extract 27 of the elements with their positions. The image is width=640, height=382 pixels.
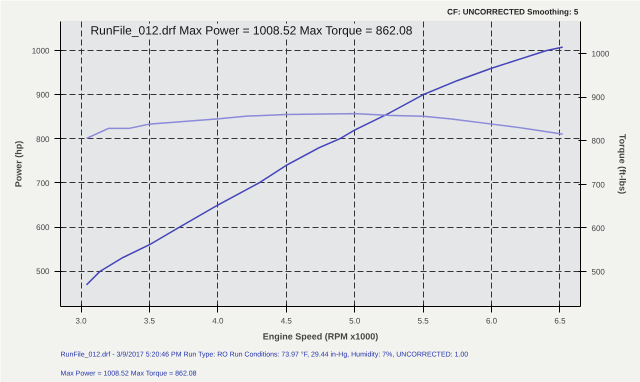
y2-tick-label: 1000: [592, 49, 610, 58]
x-tick-label: 3.5: [144, 316, 156, 326]
y-tick-label: 1000: [32, 46, 50, 56]
y-tick-label: 500: [36, 267, 50, 276]
y2-tick-label: 600: [592, 224, 606, 233]
y2-tick-label: 500: [592, 268, 606, 277]
y-axis-title: Power (hp): [14, 140, 24, 188]
text: CF: UNCORRECTED Smoothing: 5: [447, 8, 579, 16]
x-axis-title: Engine Speed (RPM x1000): [262, 332, 378, 342]
annotation: RunFile_012.drf Max Power = 1008.52 Max Torque = 862.08: [90, 24, 413, 38]
line-series: [86, 112, 564, 140]
y2-tick-label: 800: [592, 136, 606, 146]
y2-tick-label: 700: [592, 180, 606, 190]
y-tick-label: 700: [36, 178, 50, 188]
y-tick-label: 900: [36, 90, 50, 100]
x-tick-label: 6.0: [486, 316, 498, 326]
y2-axis-title: Torque (ft-lbs): [617, 134, 628, 194]
x-tick-label: 5.0: [349, 316, 361, 326]
x-tick-label: 4.5: [280, 316, 292, 326]
x-tick-label: 6.5: [554, 316, 566, 326]
line-series: [86, 46, 564, 286]
y-tick-label: 800: [36, 134, 50, 144]
x-tick-label: 3.0: [75, 316, 88, 326]
y-tick-label: 600: [36, 223, 50, 232]
x-tick-label: 4.0: [212, 316, 224, 326]
y2-tick-label: 900: [592, 93, 606, 102]
x-tick-label: 5.5: [418, 316, 430, 326]
